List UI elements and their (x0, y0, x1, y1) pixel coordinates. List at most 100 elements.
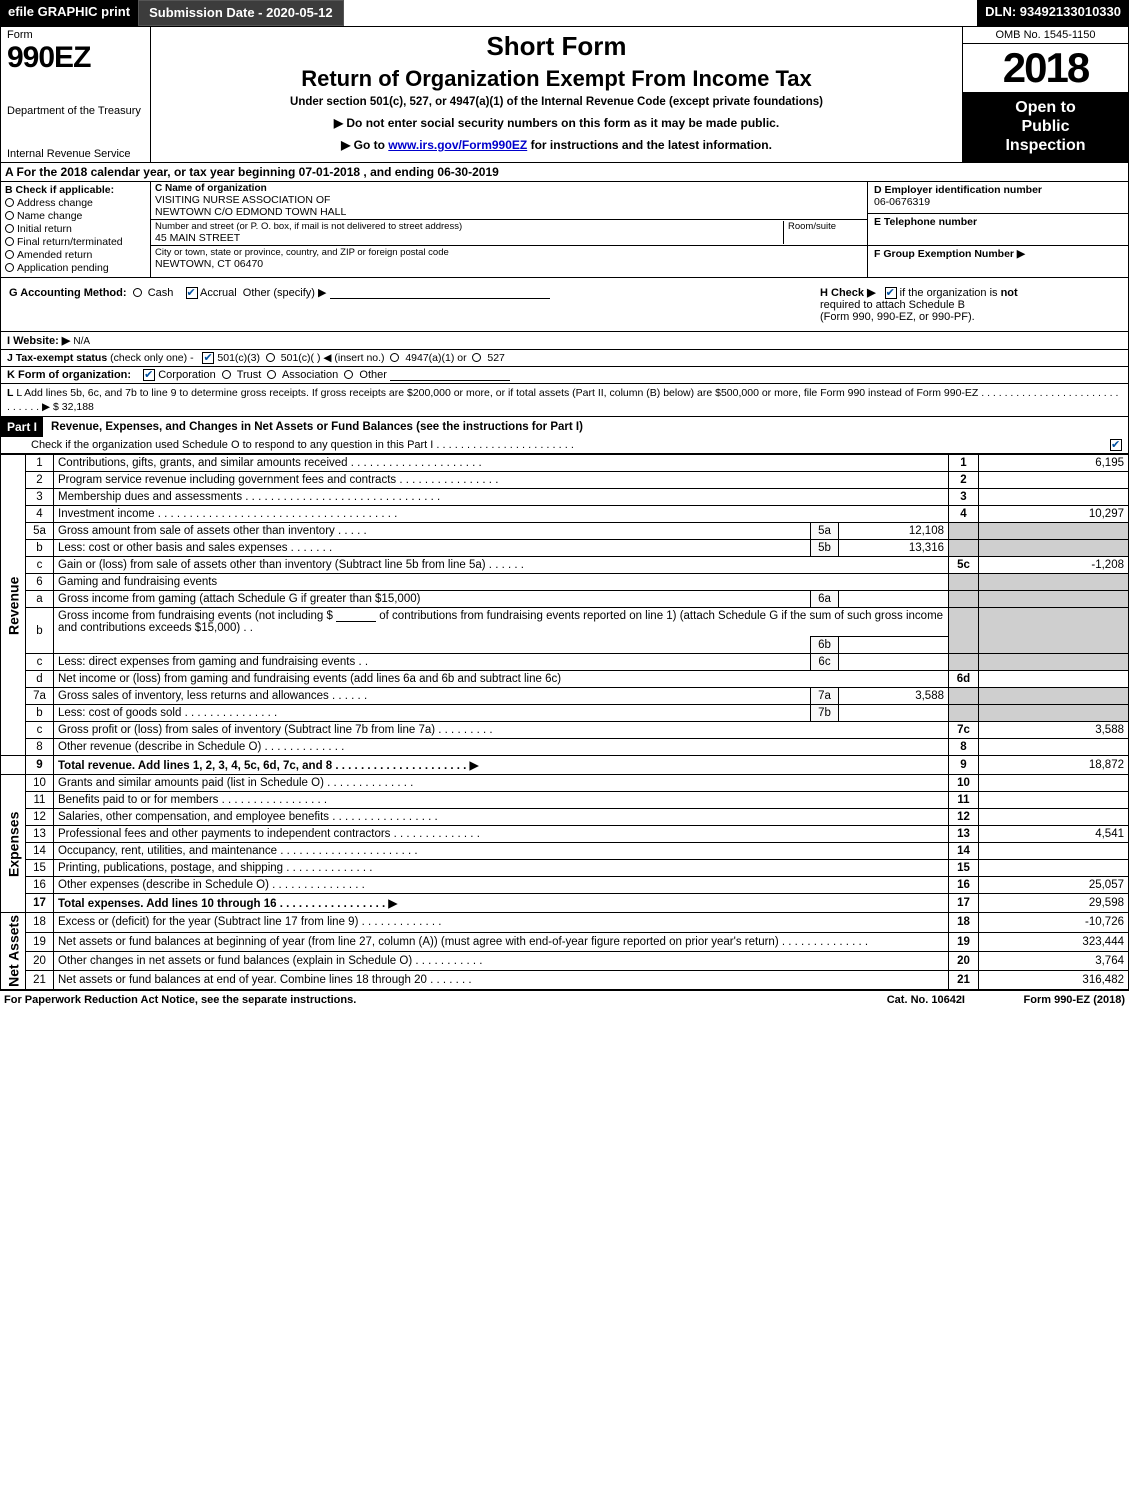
h-txt3: (Form 990, 990-EZ, or 990-PF). (820, 311, 1120, 323)
side-label-expenses: Expenses (1, 775, 26, 913)
instruction-1: ▶ Do not enter social security numbers o… (157, 116, 956, 130)
k-other: Other (359, 369, 387, 381)
irs-link[interactable]: www.irs.gov/Form990EZ (388, 138, 527, 152)
line-desc: Program service revenue including govern… (54, 472, 949, 489)
line-desc: Gaming and fundraising events (54, 574, 949, 591)
line-num: d (26, 671, 54, 688)
tel-label: E Telephone number (874, 216, 1122, 228)
form-number: 990EZ (7, 41, 144, 75)
room-label: Room/suite (788, 221, 863, 232)
h-txt2: required to attach Schedule B (820, 299, 1120, 311)
chk-application-pending[interactable]: Application pending (5, 262, 146, 274)
side-label-net-assets: Net Assets (1, 913, 26, 990)
l-txt: L Add lines 5b, 6c, and 7b to line 9 to … (7, 387, 1118, 413)
top-banner: efile GRAPHIC print Submission Date - 20… (0, 0, 1129, 26)
amount: -10,726 (979, 913, 1129, 932)
blank-underline (330, 287, 550, 299)
circle-icon[interactable] (472, 353, 481, 362)
circle-icon[interactable] (133, 288, 142, 297)
chk-name-change[interactable]: Name change (5, 210, 146, 222)
instr2-pre: ▶ Go to (341, 138, 388, 152)
header-center: Short Form Return of Organization Exempt… (151, 27, 963, 162)
line-desc: Benefits paid to or for members . . . . … (54, 792, 949, 809)
row-l: L L Add lines 5b, 6c, and 7b to line 9 t… (0, 384, 1129, 417)
j-501c: 501(c)( ) ◀ (insert no.) (281, 352, 385, 364)
amount: 323,444 (979, 932, 1129, 951)
circle-icon[interactable] (390, 353, 399, 362)
form-header: Form 990EZ Department of the Treasury In… (0, 26, 1129, 163)
sub-val (839, 637, 949, 654)
submission-date-button[interactable]: Submission Date - 2020-05-12 (138, 0, 344, 26)
part-1-check-line: Check if the organization used Schedule … (1, 437, 1128, 453)
shaded-cell (949, 608, 979, 654)
circle-icon[interactable] (267, 370, 276, 379)
circle-icon[interactable] (222, 370, 231, 379)
shaded-cell (949, 591, 979, 608)
table-row: 5a Gross amount from sale of assets othe… (1, 523, 1129, 540)
table-row: 9 Total revenue. Add lines 1, 2, 3, 4, 5… (1, 756, 1129, 775)
circle-icon (5, 237, 14, 246)
table-row: 16 Other expenses (describe in Schedule … (1, 877, 1129, 894)
blank-underline (336, 610, 376, 622)
table-row: 6 Gaming and fundraising events (1, 574, 1129, 591)
chk-amended-return[interactable]: Amended return (5, 249, 146, 261)
right-num: 1 (949, 455, 979, 472)
chk-initial-return[interactable]: Initial return (5, 223, 146, 235)
shaded-cell (949, 688, 979, 705)
line-num: 16 (26, 877, 54, 894)
instr2-post: for instructions and the latest informat… (527, 138, 772, 152)
table-row: 21 Net assets or fund balances at end of… (1, 970, 1129, 989)
side-spacer (1, 756, 26, 775)
h-block: H Check ▶ if the organization is not req… (820, 286, 1120, 323)
right-num: 11 (949, 792, 979, 809)
shaded-cell (979, 608, 1129, 654)
checkbox-schedule-o[interactable] (1110, 439, 1122, 451)
circle-icon[interactable] (266, 353, 275, 362)
row-i: I Website: ▶ N/A (0, 332, 1129, 350)
check-line-text: Check if the organization used Schedule … (31, 439, 574, 451)
shaded-cell (979, 523, 1129, 540)
shaded-cell (949, 654, 979, 671)
i-value: N/A (73, 336, 90, 347)
right-num: 18 (949, 913, 979, 932)
checkbox-h[interactable] (885, 287, 897, 299)
chk-final-return[interactable]: Final return/terminated (5, 236, 146, 248)
j-4947: 4947(a)(1) or (405, 352, 466, 364)
amount (979, 472, 1129, 489)
org-name-2: NEWTOWN C/O EDMOND TOWN HALL (155, 206, 863, 218)
j-527: 527 (487, 352, 505, 364)
banner-spacer (344, 0, 978, 26)
checkbox-corporation[interactable] (143, 369, 155, 381)
shaded-cell (949, 705, 979, 722)
header-right: OMB No. 1545-1150 2018 Open to Public In… (963, 27, 1128, 162)
dln-label: DLN: 93492133010330 (977, 0, 1129, 26)
sub-val: 13,316 (839, 540, 949, 557)
amount: 6,195 (979, 455, 1129, 472)
table-row: c Less: direct expenses from gaming and … (1, 654, 1129, 671)
form-word: Form (7, 29, 144, 41)
line-num: 18 (26, 913, 54, 932)
chk-address-change[interactable]: Address change (5, 197, 146, 209)
shaded-cell (979, 574, 1129, 591)
right-num: 9 (949, 756, 979, 775)
part-1-header: Part I Revenue, Expenses, and Changes in… (0, 417, 1129, 454)
right-num: 20 (949, 951, 979, 970)
circle-icon[interactable] (344, 370, 353, 379)
table-row: 17 Total expenses. Add lines 10 through … (1, 894, 1129, 913)
city-label: City or town, state or province, country… (155, 247, 863, 258)
checkbox-accrual[interactable] (186, 287, 198, 299)
table-row: Net Assets 18 Excess or (deficit) for th… (1, 913, 1129, 932)
table-row: c Gross profit or (loss) from sales of i… (1, 722, 1129, 739)
org-block: B Check if applicable: Address change Na… (0, 182, 1129, 278)
row-g: G Accounting Method: Cash Accrual Other … (9, 286, 1120, 323)
line-desc: Membership dues and assessments . . . . … (54, 489, 949, 506)
group-label: F Group Exemption Number ▶ (874, 248, 1025, 260)
right-num: 4 (949, 506, 979, 523)
sub-val (839, 705, 949, 722)
block-def: D Employer identification number 06-0676… (868, 182, 1128, 277)
line-desc-cont (54, 637, 811, 654)
checkbox-501c3[interactable] (202, 352, 214, 364)
shaded-cell (949, 523, 979, 540)
line-num: 5a (26, 523, 54, 540)
sub-val: 12,108 (839, 523, 949, 540)
